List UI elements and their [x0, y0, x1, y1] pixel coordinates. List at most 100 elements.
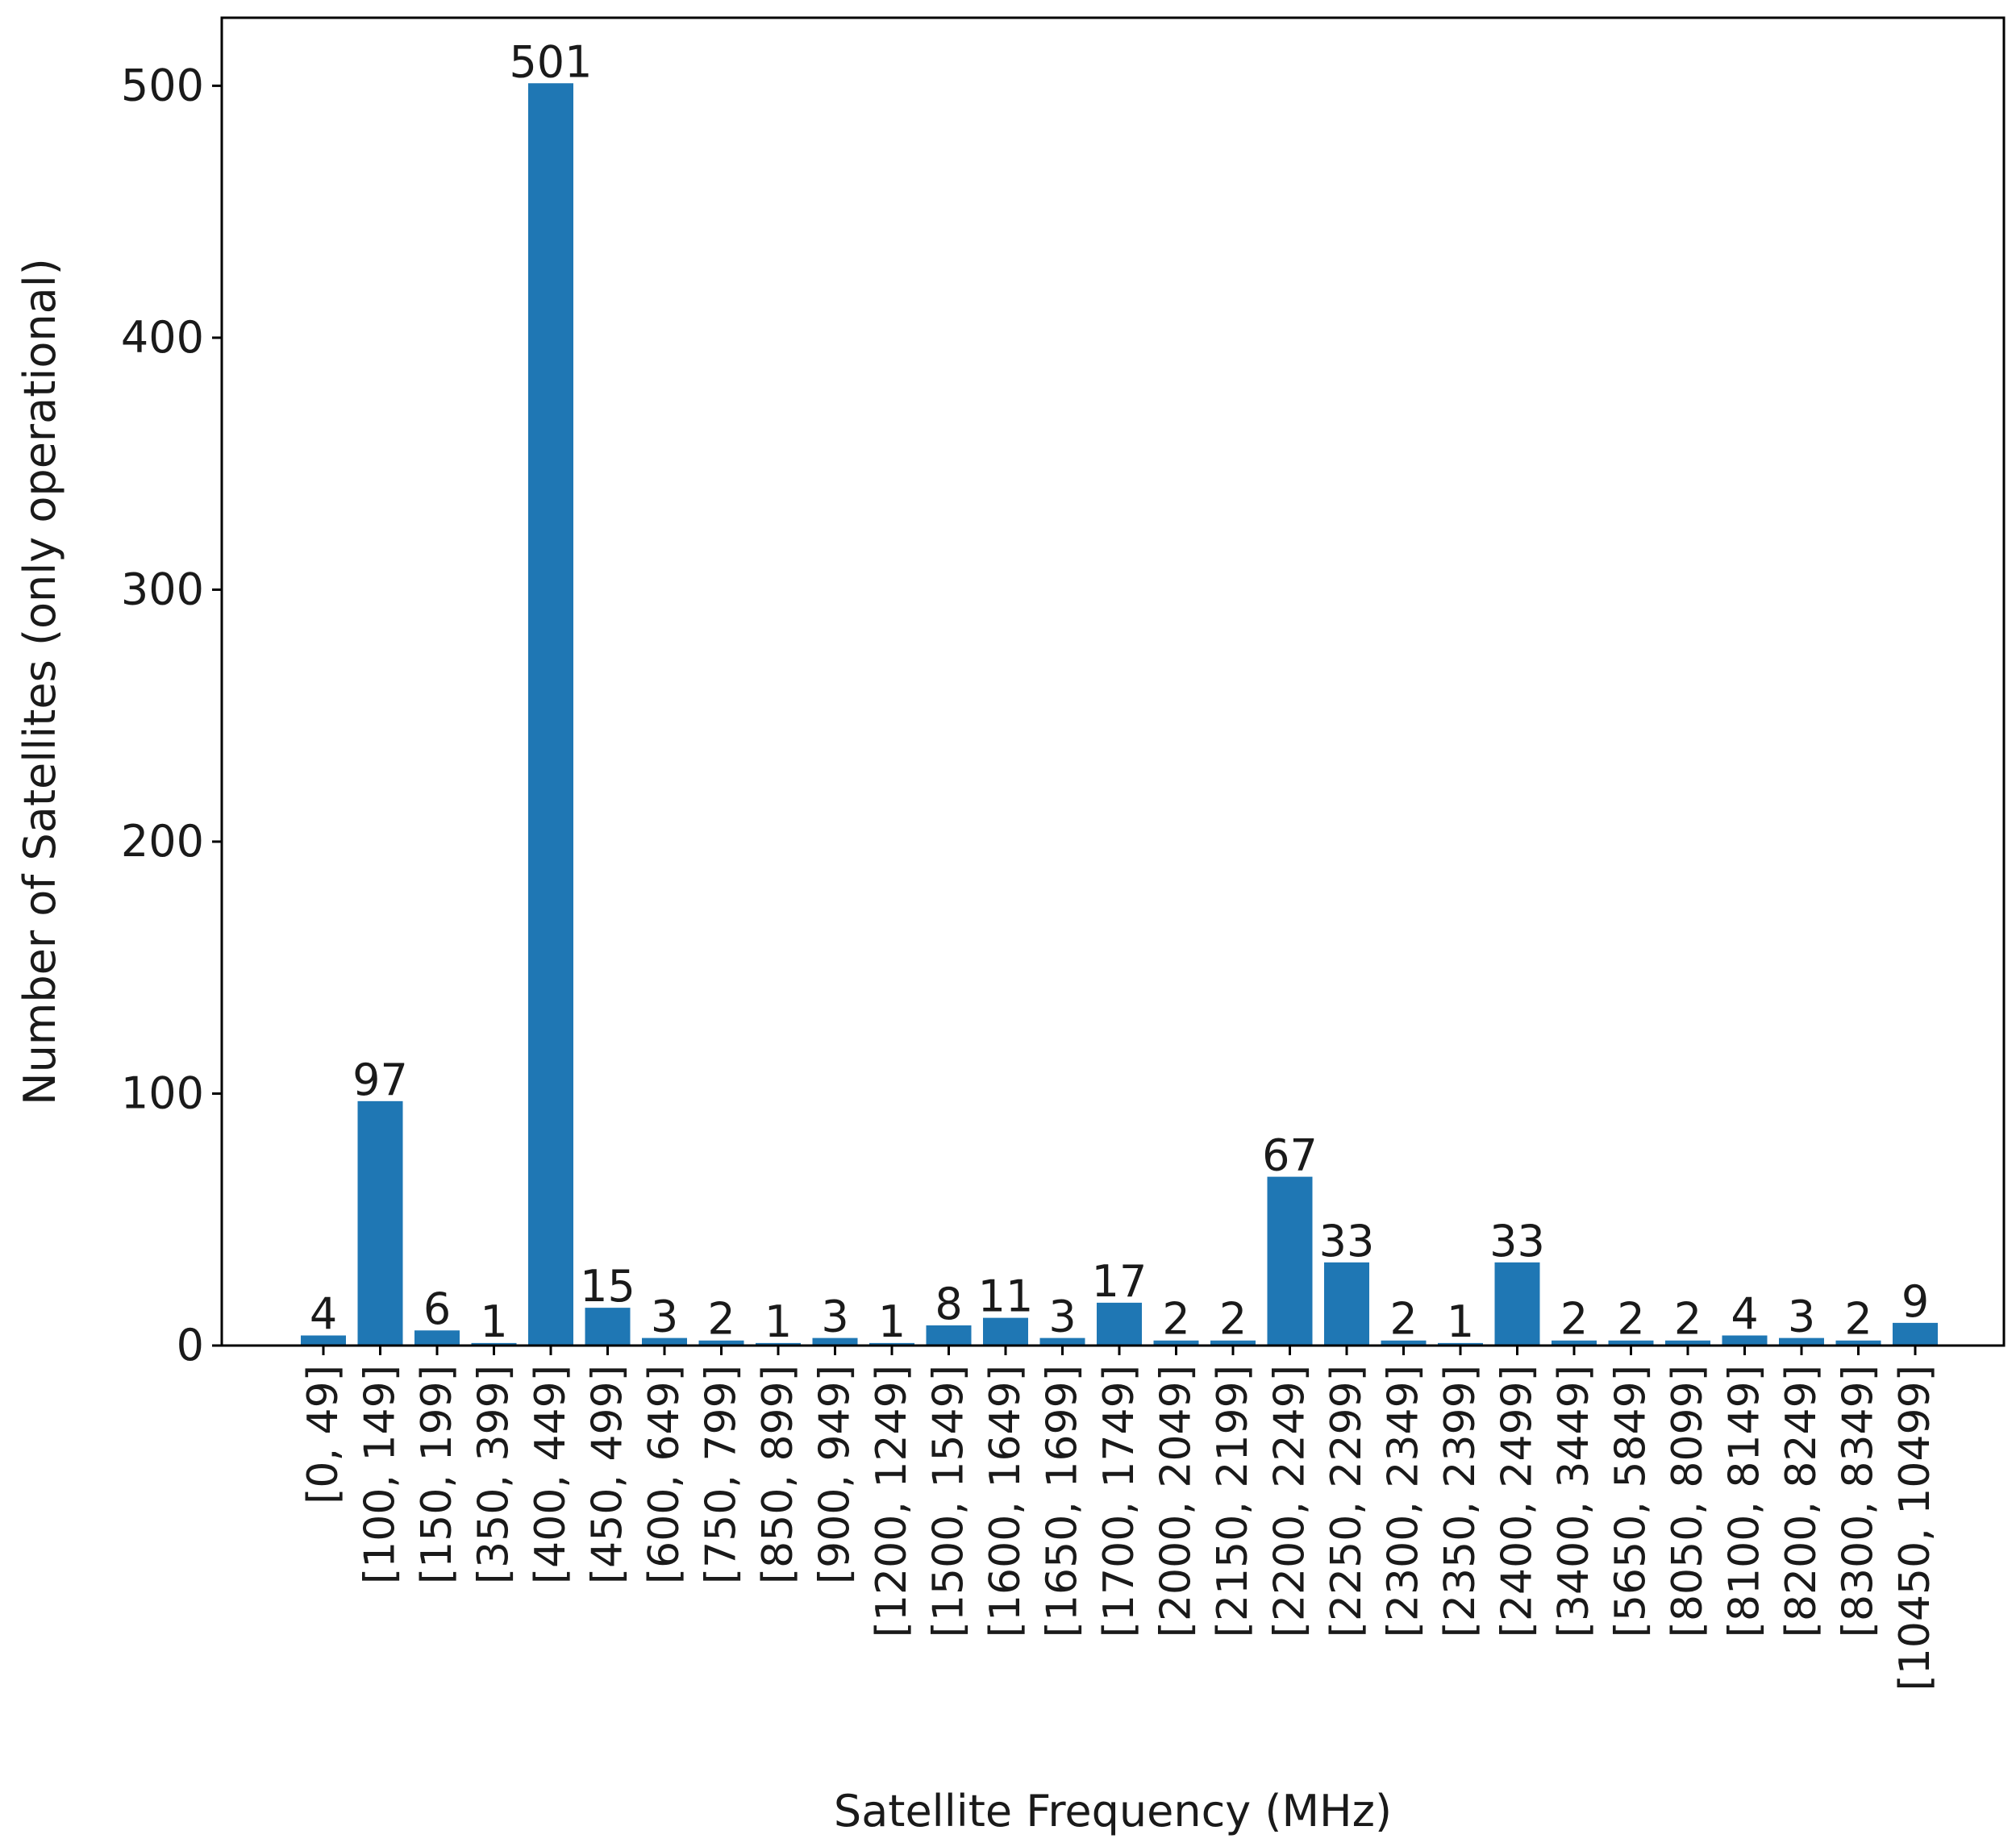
y-tick-label: 400: [121, 312, 204, 363]
bar-value-label: 2: [1674, 1294, 1702, 1345]
bar-value-label: 9: [1901, 1276, 1929, 1327]
bar: [1153, 1340, 1199, 1346]
x-tick-label: [350, 399]: [470, 1365, 519, 1584]
bar-value-label: 6: [423, 1283, 451, 1334]
y-tick-label: 0: [177, 1320, 204, 1371]
bar: [1835, 1340, 1881, 1346]
bar: [1438, 1342, 1483, 1346]
bar-value-label: 33: [1319, 1216, 1375, 1267]
x-tick-label: [2300, 2349]: [1380, 1365, 1428, 1637]
bar-value-label: 2: [1389, 1294, 1417, 1345]
bar-value-label: 2: [707, 1294, 735, 1345]
y-axis-title: Number of Satellites (only operational): [15, 258, 65, 1105]
bar: [1722, 1335, 1768, 1346]
bar: [1494, 1262, 1540, 1346]
bar-value-label: 1: [764, 1296, 792, 1347]
bar: [357, 1100, 403, 1346]
bar-value-label: 4: [1731, 1288, 1758, 1339]
x-tick-label: [450, 499]: [584, 1365, 632, 1584]
x-tick-label: [900, 949]: [811, 1365, 860, 1584]
bar-value-label: 2: [1162, 1294, 1189, 1345]
x-tick-label: [750, 799]: [698, 1365, 746, 1584]
x-axis-title: Satellite Frequency (MHz): [834, 1786, 1392, 1837]
bar-value-label: 2: [1844, 1294, 1872, 1345]
bar-value-label: 15: [580, 1261, 635, 1312]
bar-value-label: 1: [878, 1296, 906, 1347]
x-tick-label: [2400, 2499]: [1493, 1365, 1542, 1637]
x-tick-label: [100, 149]: [356, 1365, 405, 1584]
bar: [926, 1325, 972, 1346]
bar-value-label: 2: [1219, 1294, 1247, 1345]
x-tick-label: [2200, 2249]: [1266, 1365, 1314, 1637]
y-axis: 0 100 200 300 400 500: [121, 60, 222, 1371]
x-tick-label: [8300, 8349]: [1835, 1365, 1883, 1637]
y-tick-label: 300: [121, 564, 204, 614]
bar-value-label: 33: [1489, 1216, 1545, 1267]
bar: [414, 1330, 460, 1346]
x-tick-label: [0, 49]: [299, 1365, 348, 1504]
y-tick-label: 500: [121, 60, 204, 110]
bar: [1893, 1322, 1938, 1346]
bar-value-label: 3: [821, 1292, 848, 1342]
x-tick-label: [8100, 8149]: [1721, 1365, 1769, 1637]
bar: [1039, 1337, 1085, 1346]
bar-value-label: 2: [1560, 1294, 1588, 1345]
bar-value-label: 17: [1092, 1256, 1148, 1307]
bar: [1779, 1337, 1824, 1346]
bar: [869, 1342, 914, 1346]
x-tick-label: [1700, 1749]: [1095, 1365, 1143, 1637]
bars-group: [301, 83, 1938, 1346]
bar: [1097, 1302, 1142, 1346]
bar: [1552, 1340, 1597, 1346]
x-tick-label: [8200, 8249]: [1777, 1365, 1826, 1637]
y-tick-label: 100: [121, 1067, 204, 1118]
x-tick-label: [1200, 1249]: [868, 1365, 916, 1637]
x-axis: [0, 49] [100, 149] [150, 199] [350, 399] [40…: [299, 1346, 1939, 1691]
x-tick-label: [850, 899]: [754, 1365, 802, 1584]
bar-value-label: 1: [480, 1296, 507, 1347]
y-tick-label: 200: [121, 816, 204, 867]
x-tick-label: [400, 449]: [527, 1365, 575, 1584]
bar-value-label: 11: [978, 1271, 1034, 1322]
bar: [471, 1342, 517, 1346]
bar-value-label: 8: [935, 1279, 962, 1329]
x-tick-label: [2150, 2199]: [1209, 1365, 1257, 1637]
bar: [756, 1342, 801, 1346]
bar: [1381, 1340, 1427, 1346]
bar-value-label: 3: [651, 1292, 678, 1342]
bar: [1665, 1340, 1710, 1346]
x-tick-label: [600, 649]: [640, 1365, 689, 1584]
bar: [585, 1308, 631, 1346]
bar-value-label: 3: [1788, 1292, 1815, 1342]
bar-value-label: 67: [1262, 1130, 1318, 1181]
bar: [698, 1340, 744, 1346]
x-tick-label: [5650, 5849]: [1607, 1365, 1656, 1637]
bar-value-label: 4: [310, 1288, 337, 1339]
bar: [1267, 1176, 1313, 1346]
bar: [528, 83, 573, 1346]
bar: [642, 1337, 687, 1346]
bar-value-label: 97: [352, 1055, 408, 1105]
x-tick-label: [1600, 1649]: [981, 1365, 1030, 1637]
x-tick-label: [8050, 8099]: [1664, 1365, 1712, 1637]
bar: [812, 1337, 858, 1346]
bar: [983, 1317, 1028, 1346]
plot-frame: [220, 16, 2006, 1347]
x-tick-label: [2000, 2049]: [1152, 1365, 1201, 1637]
bar-value-label: 501: [509, 36, 592, 87]
x-tick-label: [1650, 1699]: [1039, 1365, 1087, 1637]
bar-value-label: 3: [1048, 1292, 1076, 1342]
bar: [1608, 1340, 1654, 1346]
x-tick-label: [150, 199]: [413, 1365, 461, 1584]
bar: [1324, 1262, 1369, 1346]
x-tick-label: [2350, 2399]: [1436, 1365, 1485, 1637]
bar-value-label: 1: [1447, 1296, 1474, 1347]
x-tick-label: [10450, 10499]: [1891, 1365, 1939, 1691]
bar: [1210, 1340, 1256, 1346]
x-tick-label: [2250, 2299]: [1322, 1365, 1371, 1637]
x-tick-label: [1500, 1549]: [925, 1365, 973, 1637]
bar: [301, 1335, 346, 1346]
